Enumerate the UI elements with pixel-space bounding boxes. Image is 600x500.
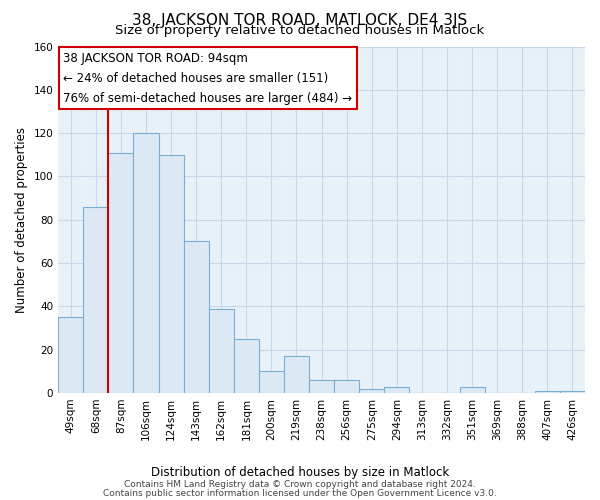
Bar (234, 339, 259, 393)
Bar (133, 133, 158, 393)
Bar (109, 152, 133, 393)
Bar (460, 386, 485, 393)
Bar (259, 372, 284, 393)
Bar (385, 386, 409, 393)
Y-axis label: Number of detached properties: Number of detached properties (15, 127, 28, 313)
Bar (560, 391, 585, 393)
Bar (334, 380, 359, 393)
Text: 38, JACKSON TOR ROAD, MATLOCK, DE4 3JS: 38, JACKSON TOR ROAD, MATLOCK, DE4 3JS (133, 12, 467, 28)
Text: Contains HM Land Registry data © Crown copyright and database right 2024.: Contains HM Land Registry data © Crown c… (124, 480, 476, 489)
Bar (58, 317, 83, 393)
Text: Distribution of detached houses by size in Matlock: Distribution of detached houses by size … (151, 466, 449, 479)
Bar (309, 380, 334, 393)
Bar (184, 242, 209, 393)
Bar (359, 388, 385, 393)
Bar (209, 308, 234, 393)
Bar (284, 356, 309, 393)
Bar (535, 391, 560, 393)
Bar (83, 207, 109, 393)
Text: Contains public sector information licensed under the Open Government Licence v3: Contains public sector information licen… (103, 488, 497, 498)
Text: Size of property relative to detached houses in Matlock: Size of property relative to detached ho… (115, 24, 485, 37)
Bar (158, 155, 184, 393)
Text: 38 JACKSON TOR ROAD: 94sqm
← 24% of detached houses are smaller (151)
76% of sem: 38 JACKSON TOR ROAD: 94sqm ← 24% of deta… (64, 52, 353, 104)
